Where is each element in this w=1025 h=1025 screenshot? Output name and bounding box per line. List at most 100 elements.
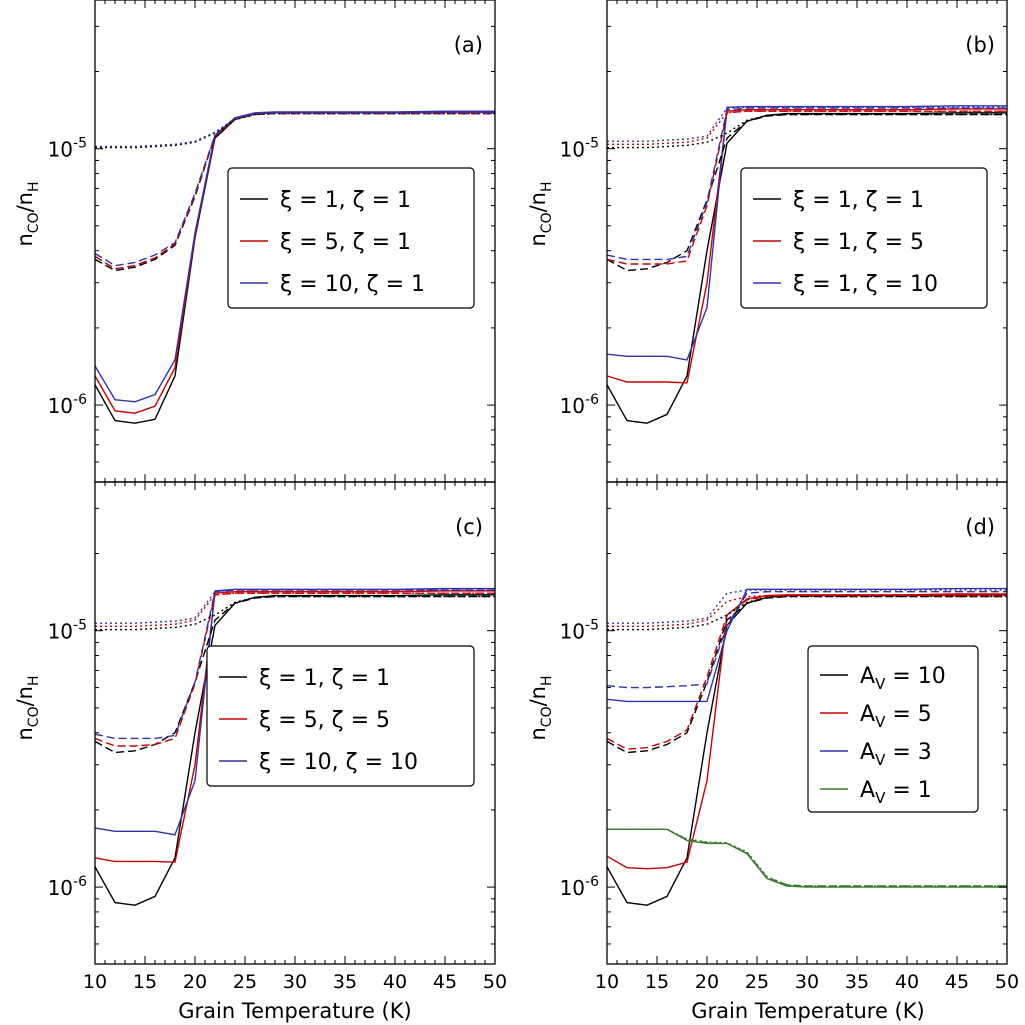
x-tick-label: 15 [645,971,669,993]
y-tick-label: 10-6 [560,874,600,900]
legend-label: ξ = 1, ζ = 1 [280,188,411,213]
x-tick-label: 35 [333,971,357,993]
x-tick-label: 30 [283,971,307,993]
series-line-dotted [607,110,1007,146]
legend-label: ξ = 1, ζ = 10 [793,272,938,297]
y-axis-label: nCO/nH [526,181,555,246]
panel-label: (d) [965,515,995,539]
legend-label: ξ = 10, ζ = 1 [280,272,425,297]
series-line-dotted [607,594,1007,627]
y-tick-label: 10-6 [48,392,88,418]
y-tick-label: 10-5 [48,618,87,644]
y-axis-label: nCO/nH [13,181,42,246]
series-line-dotted [95,112,495,149]
series-line-dashed [607,113,1007,272]
series-line-dashed [607,107,1007,261]
legend-label: AV = 3 [860,740,932,769]
y-axis-label-top-left: nCO/nH [13,181,42,246]
x-axis-label: Grain Temperature (K) [691,999,924,1023]
series-line-dashed [607,828,1007,887]
x-axis-label-right: Grain Temperature (K) [691,999,924,1023]
series-line-solid [95,110,495,403]
panel-1: 10-610-5(b)ξ = 1, ζ = 1ξ = 1, ζ = 5ξ = 1… [560,0,1008,483]
series-line-dashed [95,595,495,754]
series-line-dotted [95,589,495,624]
y-tick-label: 10-6 [48,874,88,900]
legend-box [206,645,475,787]
series-line-dotted [607,113,1007,149]
y-axis-label: nCO/nH [526,675,555,740]
series-line-solid [95,587,495,836]
x-tick-label: 25 [745,971,769,993]
legend-box [740,167,988,309]
series-line-dotted [607,828,1007,887]
x-tick-label: 10 [595,971,619,993]
x-tick-label: 50 [483,971,507,993]
series-line-dotted [95,595,495,631]
y-tick-label: 10-5 [48,136,87,162]
y-axis-label-bottom-left: nCO/nH [13,675,42,740]
legend-box [807,645,979,813]
panel-label: (b) [965,33,995,57]
x-tick-label: 35 [845,971,869,993]
x-tick-label: 45 [945,971,969,993]
y-tick-label: 10-5 [560,618,599,644]
series-line-solid [607,108,1007,384]
x-tick-label: 20 [695,971,719,993]
legend: ξ = 1, ζ = 1 ξ = 5, ζ = 1 ξ = 10, ζ = 1 [227,167,475,309]
y-tick-label: 10-6 [560,392,600,418]
y-tick-label: 10-5 [560,136,599,162]
x-tick-label: 40 [383,971,407,993]
legend-box [227,167,475,309]
x-tick-label: 45 [433,971,457,993]
panels-layer: 10-610-5(a)ξ = 1, ζ = 1ξ = 5, ζ = 1ξ = 1… [48,0,1019,993]
series-line-solid [607,828,1007,888]
panel-0: 10-610-5(a)ξ = 1, ζ = 1ξ = 5, ζ = 1ξ = 1… [48,0,496,483]
legend-label: AV = 1 [860,778,932,807]
x-tick-label: 30 [795,971,819,993]
legend-label: ξ = 1, ζ = 1 [793,188,924,213]
legend: ξ = 1, ζ = 1 ξ = 1, ζ = 5 ξ = 1, ζ = 10 [740,167,988,309]
series-line-solid [607,105,1007,361]
panel-label: (a) [454,33,483,57]
legend-label: AV = 5 [860,702,932,731]
x-tick-label: 20 [183,971,207,993]
y-axis-label: nCO/nH [13,675,42,740]
panel-label: (c) [455,515,483,539]
series-line-dotted [607,106,1007,142]
series-group [95,587,495,906]
x-tick-label: 25 [233,971,257,993]
series-line-dashed [607,595,1007,754]
legend-label: ξ = 5, ζ = 1 [280,230,411,255]
legend: AV = 10 AV = 5 AV = 3 AV = 1 [807,645,979,813]
x-tick-label: 40 [895,971,919,993]
legend-label: AV = 10 [860,664,946,693]
y-axis-label-bottom-right: nCO/nH [526,675,555,740]
legend-label: ξ = 5, ζ = 5 [259,708,390,733]
legend-label: ξ = 1, ζ = 5 [793,230,924,255]
series-line-dotted [95,592,495,627]
series-line-solid [95,590,495,863]
series-line-dotted [607,595,1007,631]
legend-label: ξ = 10, ζ = 10 [259,750,418,775]
series-line-solid [607,587,1007,703]
series-line-dashed [607,591,1007,689]
x-tick-label: 15 [133,971,157,993]
x-tick-label: 50 [995,971,1019,993]
legend-label: ξ = 1, ζ = 1 [259,666,390,691]
series-group [607,587,1007,906]
series-group [95,110,495,424]
y-axis-label-top-right: nCO/nH [526,181,555,246]
x-tick-label: 10 [83,971,107,993]
series-line-dashed [95,592,495,747]
x-axis-label-left: Grain Temperature (K) [178,999,411,1023]
series-line-dotted [607,589,1007,624]
legend: ξ = 1, ζ = 1 ξ = 5, ζ = 5 ξ = 10, ζ = 10 [206,645,475,787]
panel-2: 10 15 20 25 30 35 40 45 50 10-6 10-5 (c) ξ = 1, ζ = … [48,481,507,993]
series-line-dotted [95,112,495,148]
series-line-solid [607,593,1007,870]
x-axis-label: Grain Temperature (K) [178,999,411,1023]
series-group [607,105,1007,424]
